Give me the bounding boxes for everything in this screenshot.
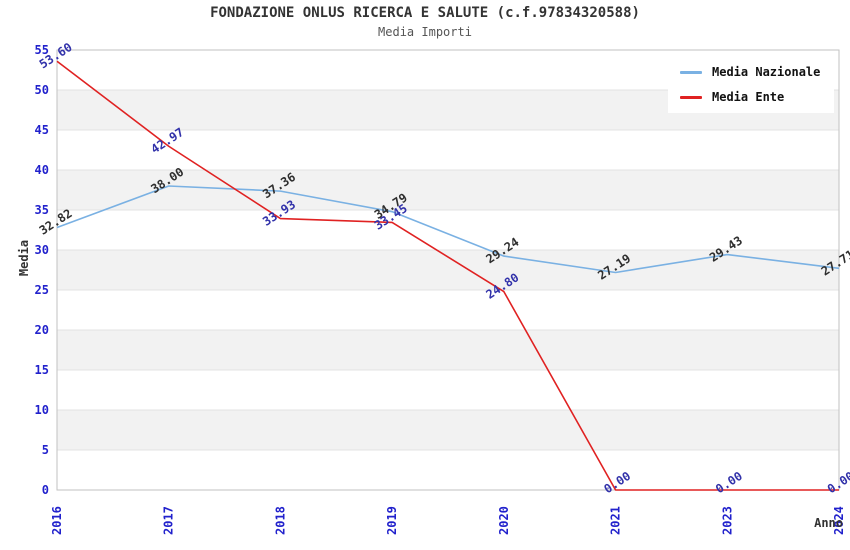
y-axis-title: Media bbox=[17, 240, 31, 276]
x-tick-label: 2021 bbox=[609, 506, 623, 535]
series-line-media-ente bbox=[56, 60, 839, 491]
plot-band bbox=[57, 410, 839, 450]
legend-item-media-nazionale: Media Nazionale bbox=[680, 65, 820, 79]
x-tick-label: 2019 bbox=[385, 506, 399, 535]
y-tick-label: 55 bbox=[35, 43, 49, 57]
legend-swatch-nazionale bbox=[680, 70, 702, 74]
y-tick-label: 10 bbox=[35, 403, 49, 417]
x-tick-label: 2020 bbox=[497, 506, 511, 535]
chart-title: FONDAZIONE ONLUS RICERCA E SALUTE (c.f.9… bbox=[210, 5, 640, 21]
y-tick-label: 20 bbox=[35, 323, 49, 337]
y-tick-label: 30 bbox=[35, 243, 49, 257]
point-label: 0.00 bbox=[713, 469, 745, 496]
legend-swatch-ente bbox=[680, 95, 702, 99]
x-tick-label: 2016 bbox=[50, 506, 64, 535]
plot-band bbox=[57, 170, 839, 210]
chart-subtitle: Media Importi bbox=[378, 25, 472, 39]
legend-item-media-ente: Media Ente bbox=[680, 90, 820, 104]
plot-band bbox=[57, 330, 839, 370]
y-tick-label: 40 bbox=[35, 163, 49, 177]
x-tick-label: 2018 bbox=[273, 506, 287, 535]
y-tick-label: 50 bbox=[35, 83, 49, 97]
x-tick-label: 2024 bbox=[832, 506, 846, 535]
x-axis-title: Anno bbox=[814, 516, 843, 530]
series-line-media-nazionale bbox=[56, 185, 840, 274]
y-tick-label: 35 bbox=[35, 203, 49, 217]
y-tick-label: 15 bbox=[35, 363, 49, 377]
x-tick-label: 2023 bbox=[720, 506, 734, 535]
y-tick-label: 0 bbox=[42, 483, 49, 497]
y-tick-label: 25 bbox=[35, 283, 49, 297]
y-tick-label: 5 bbox=[42, 443, 49, 457]
x-tick-label: 2017 bbox=[162, 506, 176, 535]
y-tick-label: 45 bbox=[35, 123, 49, 137]
legend-label-nazionale: Media Nazionale bbox=[712, 65, 821, 79]
point-label: 0.00 bbox=[825, 469, 850, 496]
legend-label-ente: Media Ente bbox=[712, 90, 785, 104]
plot-border bbox=[56, 49, 840, 491]
legend: Media Nazionale Media Ente bbox=[668, 56, 835, 113]
